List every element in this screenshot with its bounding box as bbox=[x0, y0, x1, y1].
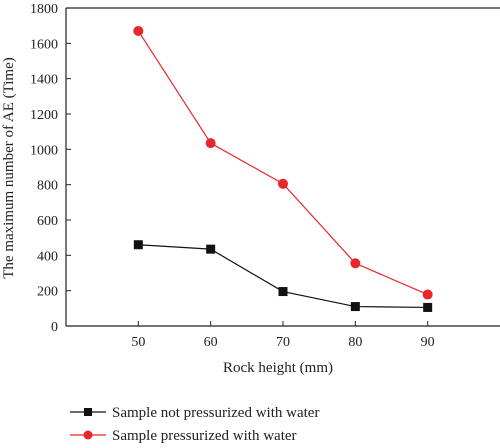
y-tick-label: 1200 bbox=[30, 108, 58, 123]
data-point bbox=[422, 289, 433, 300]
data-point bbox=[423, 302, 433, 312]
data-point bbox=[278, 287, 288, 297]
y-tick-label: 1400 bbox=[30, 73, 58, 88]
data-point bbox=[205, 138, 216, 149]
x-axis-ticks: 50 60 70 80 90 bbox=[131, 321, 435, 350]
legend-marker-not-pressurized bbox=[84, 408, 92, 416]
plot-frame bbox=[65, 7, 500, 327]
x-tick-label: 50 bbox=[131, 335, 145, 350]
y-axis-title: The maximum number of AE (Time) bbox=[1, 57, 17, 279]
legend-item-pressurized: Sample pressurized with water bbox=[70, 428, 297, 444]
series-layer bbox=[133, 25, 433, 312]
y-tick-label: 0 bbox=[51, 320, 58, 335]
x-tick-label: 60 bbox=[204, 335, 218, 350]
series-not-pressurized bbox=[133, 240, 433, 312]
y-axis-ticks: 0 200 400 600 800 1000 1200 1400 1600 1800 bbox=[30, 2, 71, 335]
legend-marker-pressurized bbox=[83, 430, 93, 440]
y-tick-label: 200 bbox=[37, 285, 58, 300]
x-tick-label: 90 bbox=[421, 335, 435, 350]
y-tick-label: 1600 bbox=[30, 37, 58, 52]
series-line bbox=[137, 30, 428, 296]
data-point bbox=[206, 244, 216, 254]
legend-label-pressurized: Sample pressurized with water bbox=[112, 428, 297, 444]
data-point bbox=[133, 25, 144, 36]
data-point bbox=[350, 258, 361, 269]
x-tick-label: 70 bbox=[276, 335, 290, 350]
data-point bbox=[278, 178, 288, 189]
y-tick-label: 1000 bbox=[30, 143, 58, 158]
x-tick-label: 80 bbox=[348, 335, 362, 350]
data-point bbox=[350, 302, 360, 312]
y-tick-label: 1800 bbox=[30, 2, 58, 17]
data-point bbox=[133, 240, 143, 250]
x-axis-title: Rock height (mm) bbox=[223, 360, 333, 376]
y-tick-label: 600 bbox=[37, 214, 58, 229]
series-pressurized bbox=[133, 25, 433, 300]
legend-label-not-pressurized: Sample not pressurized with water bbox=[112, 405, 319, 421]
legend: Sample not pressurized with water Sample… bbox=[70, 405, 319, 444]
legend-item-not-pressurized: Sample not pressurized with water bbox=[70, 405, 319, 421]
y-tick-label: 800 bbox=[37, 179, 58, 194]
y-tick-label: 400 bbox=[37, 249, 58, 264]
